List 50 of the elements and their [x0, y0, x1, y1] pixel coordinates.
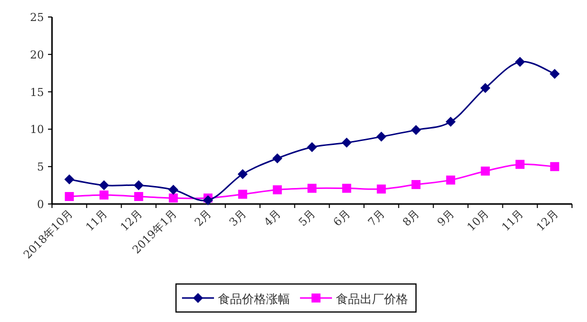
y-tick-label: 15 [30, 86, 44, 99]
x-tick-label: 5月 [296, 206, 318, 229]
point [203, 195, 213, 206]
x-tick-label: 8月 [400, 206, 422, 229]
y-tick-label: 5 [37, 160, 44, 174]
point [446, 176, 456, 185]
x-tick-label: 6月 [330, 206, 353, 229]
point [376, 132, 386, 142]
x-tick-label: 12月 [118, 206, 145, 234]
point [134, 180, 144, 190]
point [342, 184, 352, 193]
x-tick-label: 2月 [192, 206, 214, 229]
x-tick-label: 9月 [434, 206, 457, 229]
y-tick-label: 10 [30, 123, 44, 136]
legend-label: 食品价格涨幅 [218, 292, 290, 306]
x-tick-label: 3月 [226, 206, 249, 229]
point [238, 190, 248, 199]
point [516, 160, 524, 169]
x-tick-label: 11月 [83, 206, 110, 234]
point [64, 192, 74, 202]
point [272, 153, 282, 164]
point [308, 184, 316, 193]
point [168, 194, 178, 203]
point [64, 174, 74, 184]
y-tick-label: 25 [30, 11, 44, 24]
point [168, 184, 178, 195]
point [515, 56, 525, 67]
x-tick-label: 4月 [262, 206, 284, 229]
point [272, 185, 282, 194]
x-tick-label: 10月 [464, 206, 492, 234]
x-tick-label: 7月 [366, 206, 388, 229]
point [238, 169, 248, 180]
x-tick-label: 11月 [499, 206, 526, 234]
point [480, 166, 490, 176]
point [134, 192, 144, 202]
point [550, 162, 560, 172]
point [480, 83, 490, 94]
point [99, 180, 109, 190]
y-tick-label: 0 [37, 198, 44, 211]
point [411, 124, 421, 135]
point [342, 138, 352, 148]
point [376, 184, 386, 194]
point [100, 190, 108, 200]
point [550, 68, 560, 79]
point [446, 116, 456, 127]
x-tick-label: 12月 [534, 206, 561, 234]
legend-label: 食品出厂价格 [336, 292, 408, 306]
y-tick-label: 20 [30, 48, 44, 62]
point [307, 142, 317, 152]
point [412, 180, 420, 190]
